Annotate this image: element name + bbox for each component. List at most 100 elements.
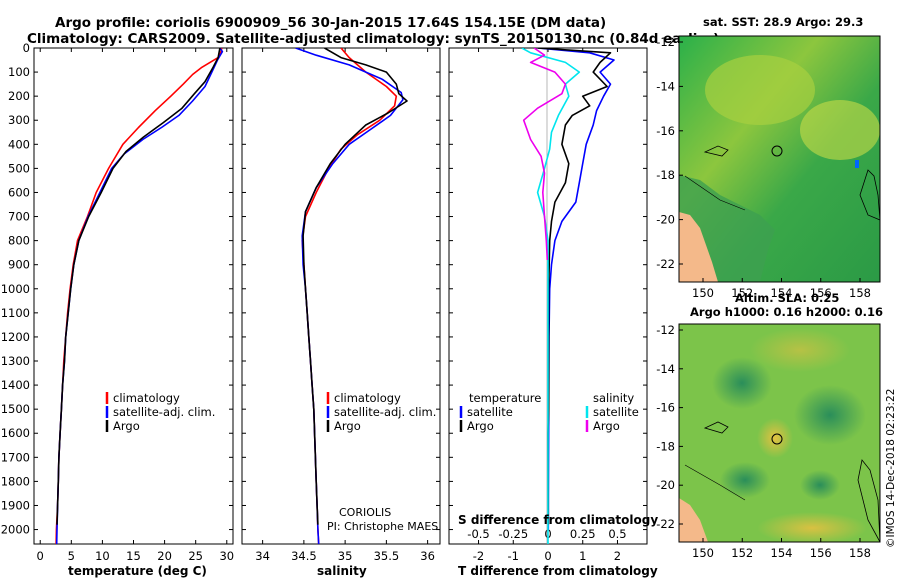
temperature-series xyxy=(55,48,224,544)
map-lon-label: 152 xyxy=(731,546,753,560)
salinity-axis-label: salinity xyxy=(317,564,367,578)
x-tick-label: 10 xyxy=(95,549,110,563)
sst-reef-outline xyxy=(703,145,729,157)
depth-tick-label: 1700 xyxy=(1,450,30,464)
legend-label-climatology: climatology xyxy=(334,391,401,405)
x2-tick-label: -0.5 xyxy=(467,527,489,541)
series-line-satellite-adj-clim- xyxy=(295,48,404,544)
map-lon-label: 152 xyxy=(731,286,753,300)
figure-title-line2: Climatology: CARS2009. Satellite-adjuste… xyxy=(27,31,719,47)
x-tick-label: 35 xyxy=(338,549,353,563)
x-tick-label: 20 xyxy=(157,549,172,563)
x2-tick-label: 0.5 xyxy=(608,527,626,541)
legend-label-satellite: satellite-adj. clim. xyxy=(334,405,436,419)
s-difference-axis-label: S difference from climatology xyxy=(458,513,658,527)
sst-land xyxy=(679,212,718,282)
depth-tick-label: 0 xyxy=(23,41,30,55)
sla-map-subtitle: Argo h1000: 0.16 h2000: 0.16 xyxy=(690,305,883,319)
credit-text: ©IMOS 14-Dec-2018 02:23:22 xyxy=(885,389,897,548)
map-lat-label: -12 xyxy=(656,35,675,49)
map-lat-label: -14 xyxy=(656,79,675,93)
temperature-panel-frame xyxy=(33,47,234,545)
salinity-series xyxy=(295,48,408,544)
series-line-argo xyxy=(302,48,408,525)
salinity-legend: climatology satellite-adj. clim. Argo xyxy=(326,391,436,433)
temperature-x-axis: 0 5 10 15 20 25 30 xyxy=(37,48,234,563)
x2-tick-label: -0.25 xyxy=(498,527,528,541)
sla-low xyxy=(800,470,840,500)
map-lat-label: -20 xyxy=(656,213,675,227)
map-lon-label: 154 xyxy=(771,546,793,560)
x2-tick-label: 0.25 xyxy=(570,527,596,541)
legend-label-climatology: climatology xyxy=(113,391,180,405)
sla-map xyxy=(678,323,881,544)
sla-map-frame xyxy=(678,323,881,543)
map-lon-label: 158 xyxy=(849,286,871,300)
sla-land xyxy=(679,498,708,542)
depth-tick-label: 700 xyxy=(8,210,30,224)
sla-low xyxy=(712,357,772,409)
sst-warm-patch xyxy=(800,100,880,160)
legend-label-s-satellite: satellite xyxy=(593,405,639,419)
depth-tick-label: 1300 xyxy=(1,354,30,368)
legend-label-satellite: satellite-adj. clim. xyxy=(113,405,215,419)
depth-tick-label: 1500 xyxy=(1,402,30,416)
x-tick-label: 5 xyxy=(68,549,75,563)
sla-high xyxy=(757,512,867,544)
map-lat-label: -18 xyxy=(656,439,675,453)
series-line-climatology xyxy=(55,48,223,544)
depth-tick-label: 200 xyxy=(8,89,30,103)
x-tick-label: 1 xyxy=(579,549,586,563)
argo-location-marker xyxy=(771,145,783,157)
x-tick-label: -2 xyxy=(473,549,484,563)
difference-series xyxy=(521,48,615,544)
depth-tick-label: 800 xyxy=(8,234,30,248)
depth-tick-label: 400 xyxy=(8,137,30,151)
depth-tick-label: 1900 xyxy=(1,498,30,512)
sla-high xyxy=(757,418,793,458)
map-lat-label: -22 xyxy=(656,517,675,531)
sst-warm-patch xyxy=(705,55,815,125)
series-line-argo xyxy=(56,48,221,525)
depth-tick-label: 2000 xyxy=(1,523,30,537)
depth-tick-label: 1200 xyxy=(1,330,30,344)
series-line-satellite-adj-clim- xyxy=(55,48,224,544)
sst-map xyxy=(678,35,881,283)
map-lat-label: -16 xyxy=(656,124,675,138)
map-lon-label: 156 xyxy=(810,286,832,300)
depth-tick-label: 1400 xyxy=(1,378,30,392)
x-tick-label: 0 xyxy=(37,549,44,563)
x-tick-label: 25 xyxy=(188,549,203,563)
sst-map-title: sat. SST: 28.9 Argo: 29.3 xyxy=(703,15,863,29)
temperature-axis-label: temperature (deg C) xyxy=(68,564,207,578)
t-difference-axis-label: T difference from climatology xyxy=(458,564,658,578)
legend-label-s-argo: Argo xyxy=(593,419,620,433)
depth-tick-label: 1000 xyxy=(1,282,30,296)
s-difference-x-axis: -0.5 -0.25 0 0.25 0.5 xyxy=(467,527,626,541)
legend-title-salinity: salinity xyxy=(593,391,634,405)
map-lat-label: -12 xyxy=(656,323,675,337)
x-tick-label: 0 xyxy=(544,549,551,563)
depth-tick-label: 900 xyxy=(8,258,30,272)
legend-label-argo: Argo xyxy=(113,419,140,433)
x-tick-label: 36 xyxy=(420,549,435,563)
legend-label-argo: Argo xyxy=(334,419,361,433)
legend-label-t-argo: Argo xyxy=(467,419,494,433)
legend-title-temperature: temperature xyxy=(469,391,541,405)
map-lon-label: 154 xyxy=(771,286,793,300)
depth-tick-label: 100 xyxy=(8,65,30,79)
x-tick-label: 35.5 xyxy=(374,549,400,563)
x-tick-label: 34 xyxy=(255,549,270,563)
depth-tick-label: 1100 xyxy=(1,306,30,320)
map-lat-label: -18 xyxy=(656,168,675,182)
source-annotation: CORIOLIS xyxy=(339,506,391,519)
depth-axis: 0 100 200 300 400 500 600 700 800 900 1000 1100 1200… xyxy=(1,41,647,537)
x-tick-label: -1 xyxy=(508,549,519,563)
map-lon-label: 158 xyxy=(849,546,871,560)
depth-tick-label: 1800 xyxy=(1,474,30,488)
sla-low xyxy=(794,385,866,445)
sla-shelf-contour xyxy=(684,464,746,501)
sla-low xyxy=(720,462,770,498)
x-tick-label: 30 xyxy=(219,549,234,563)
